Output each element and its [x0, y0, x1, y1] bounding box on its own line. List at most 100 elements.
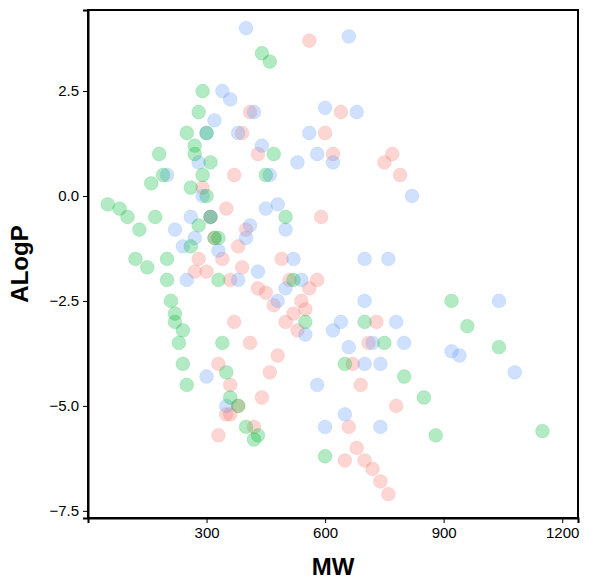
point — [231, 399, 245, 413]
point — [168, 223, 182, 237]
point — [302, 126, 316, 140]
point — [381, 487, 395, 501]
x-axis: 300 600 900 1200 — [89, 518, 580, 541]
y-axis-title: ALogP — [6, 225, 33, 302]
point — [247, 105, 261, 119]
point — [318, 101, 332, 115]
y-tick: −5.0 — [49, 397, 88, 414]
point — [536, 424, 550, 438]
point — [192, 105, 206, 119]
point — [121, 210, 135, 224]
y-tick-mark — [83, 406, 88, 407]
chart: 300 600 900 1200 2.5 0.0 −2.5 −5.0 −7.5 MW ALogP — [0, 0, 600, 581]
point — [334, 105, 348, 119]
point — [211, 231, 225, 245]
point — [180, 378, 194, 392]
point — [342, 420, 356, 434]
point — [338, 407, 352, 421]
x-tick: 300 — [195, 518, 220, 541]
x-tick-mark — [207, 518, 208, 523]
point — [417, 391, 431, 405]
point — [350, 441, 364, 455]
point — [239, 21, 253, 35]
point — [358, 357, 372, 371]
point — [168, 307, 182, 321]
point — [184, 181, 198, 195]
point — [223, 378, 237, 392]
point — [129, 252, 143, 266]
y-tick-label: −2.5 — [49, 292, 79, 309]
point — [204, 210, 218, 224]
point — [310, 378, 324, 392]
point — [211, 273, 225, 287]
point — [243, 218, 257, 232]
point — [389, 399, 403, 413]
point — [243, 336, 257, 350]
point — [227, 315, 241, 329]
point — [267, 147, 281, 161]
x-tick-mark — [444, 518, 445, 523]
point — [255, 139, 269, 153]
point — [374, 420, 388, 434]
point — [227, 168, 241, 182]
point — [338, 357, 352, 371]
series — [188, 34, 407, 501]
point — [204, 155, 218, 169]
point — [350, 105, 364, 119]
point — [219, 202, 233, 216]
point — [231, 126, 245, 140]
point — [255, 391, 269, 405]
point — [271, 294, 285, 308]
point — [251, 281, 265, 295]
y-tick: 0.0 — [58, 187, 88, 204]
point — [211, 244, 225, 258]
point — [338, 454, 352, 468]
point — [200, 189, 214, 203]
y-tick: −2.5 — [49, 292, 88, 309]
point — [314, 210, 328, 224]
point — [176, 323, 190, 337]
point — [160, 273, 174, 287]
x-tick-label: 1200 — [546, 524, 579, 541]
point — [287, 273, 301, 287]
point — [160, 252, 174, 266]
x-tick: 900 — [432, 518, 457, 541]
point — [397, 370, 411, 384]
point — [374, 475, 388, 489]
point — [140, 260, 154, 274]
point — [397, 336, 411, 350]
point — [259, 202, 273, 216]
point — [211, 428, 225, 442]
y-tick: −7.5 — [49, 502, 88, 519]
point — [381, 252, 395, 266]
point — [156, 168, 170, 182]
point — [508, 365, 522, 379]
point — [298, 328, 312, 342]
x-tick-label: 600 — [313, 524, 338, 541]
x-tick-mark — [562, 518, 563, 523]
point — [251, 428, 265, 442]
point — [310, 147, 324, 161]
point — [492, 340, 506, 354]
point — [259, 168, 273, 182]
point — [389, 315, 403, 329]
point — [263, 55, 277, 69]
point — [453, 349, 467, 363]
point — [192, 252, 206, 266]
y-tick-label: 2.5 — [58, 82, 79, 99]
x-tick-mark — [325, 518, 326, 523]
y-tick-label: −7.5 — [49, 502, 79, 519]
point — [318, 449, 332, 463]
point — [204, 210, 218, 224]
point — [152, 147, 166, 161]
point — [208, 114, 222, 128]
x-axis-line — [89, 519, 579, 524]
y-tick: 2.5 — [58, 82, 88, 99]
point — [271, 349, 285, 363]
point — [374, 357, 388, 371]
point — [460, 319, 474, 333]
point — [492, 294, 506, 308]
point — [342, 30, 356, 44]
y-axis: 2.5 0.0 −2.5 −5.0 −7.5 — [49, 11, 88, 520]
x-axis-title: MW — [312, 553, 355, 580]
